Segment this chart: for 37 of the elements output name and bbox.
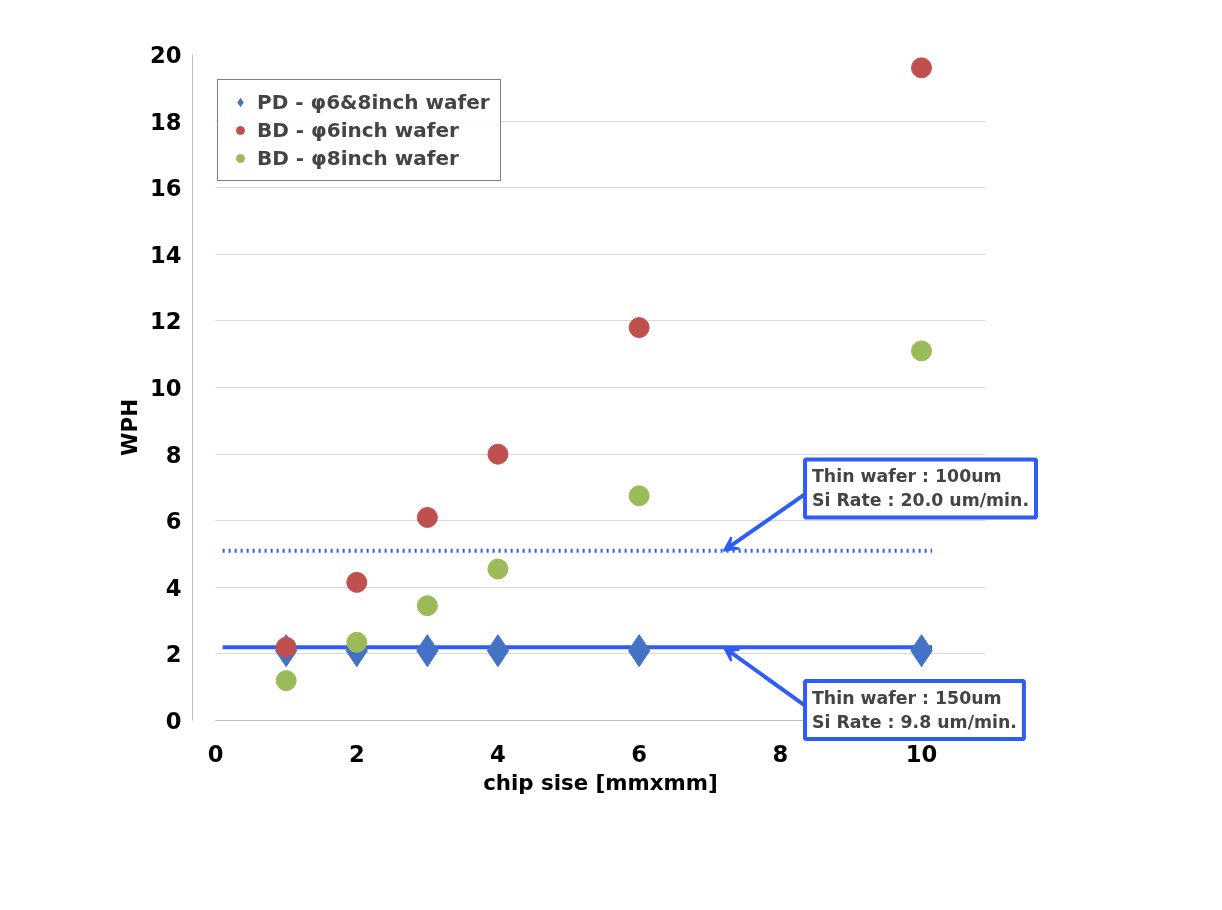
point — [416, 595, 438, 617]
point — [487, 443, 509, 465]
legend-label: BD - φ6inch wafer — [257, 118, 459, 142]
x-tick-label: 0 — [207, 740, 224, 767]
y-tick-label: 8 — [165, 441, 182, 468]
annotation: Thin wafer : 150um Si Rate : 9.8 um/min. — [812, 687, 1017, 732]
y-axis-title: WPH — [116, 398, 142, 456]
point — [346, 571, 368, 593]
y-tick-label: 20 — [149, 42, 182, 68]
y-tick-label: 0 — [165, 708, 182, 735]
x-tick-label: 2 — [348, 740, 365, 767]
x-tick-label: 6 — [631, 740, 648, 767]
x-axis-title: chip sise [mmxmm] — [483, 769, 718, 795]
x-tick-label: 10 — [905, 740, 938, 767]
point — [487, 558, 509, 580]
annotation: Thin wafer : 100um Si Rate : 20.0 um/min. — [812, 466, 1029, 511]
y-tick-label: 16 — [149, 175, 182, 202]
point — [275, 670, 297, 692]
point — [416, 506, 438, 528]
y-tick-label: 2 — [165, 641, 182, 668]
legend-label: PD - φ6&8inch wafer — [257, 90, 490, 114]
y-tick-label: 18 — [149, 108, 182, 135]
point — [627, 634, 651, 668]
y-tick-label: 6 — [165, 508, 182, 535]
point — [628, 485, 650, 507]
point — [486, 634, 510, 668]
point — [346, 631, 368, 653]
x-tick-label: 4 — [490, 740, 506, 767]
point — [911, 340, 933, 362]
point — [628, 317, 650, 339]
point — [911, 57, 933, 79]
y-tick-label: 4 — [165, 574, 182, 601]
legend-label: BD - φ8inch wafer — [257, 146, 459, 170]
y-tick-label: 10 — [149, 375, 182, 402]
y-tick-label: 14 — [149, 241, 182, 268]
y-tick-label: 12 — [149, 308, 182, 335]
x-tick-label: 8 — [772, 740, 789, 767]
